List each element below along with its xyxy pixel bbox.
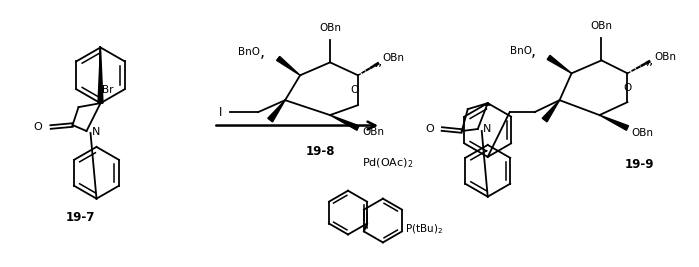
Text: 19-8: 19-8 xyxy=(305,146,335,158)
Text: O: O xyxy=(624,83,632,93)
Text: 19-9: 19-9 xyxy=(625,158,654,171)
Text: O: O xyxy=(425,124,434,134)
Polygon shape xyxy=(600,115,628,130)
Polygon shape xyxy=(330,115,359,130)
Text: ,,: ,, xyxy=(645,55,654,68)
Text: N: N xyxy=(92,127,100,137)
Text: OBn: OBn xyxy=(382,53,404,63)
Text: OBn: OBn xyxy=(591,21,612,30)
Polygon shape xyxy=(542,100,560,122)
Text: N: N xyxy=(483,124,491,134)
Text: Pd(OAc)$_2$: Pd(OAc)$_2$ xyxy=(362,156,414,170)
Text: O: O xyxy=(351,85,359,95)
Text: O: O xyxy=(34,122,43,132)
Text: OBn: OBn xyxy=(362,127,384,137)
Text: BnO: BnO xyxy=(510,46,532,56)
Text: OBn: OBn xyxy=(319,22,341,33)
Text: OBn: OBn xyxy=(631,128,654,138)
Text: 19-7: 19-7 xyxy=(66,211,95,224)
Text: Br: Br xyxy=(103,85,114,95)
Text: ,: , xyxy=(260,45,266,60)
Polygon shape xyxy=(277,56,300,75)
Polygon shape xyxy=(268,100,285,122)
Polygon shape xyxy=(485,103,490,105)
Polygon shape xyxy=(98,48,103,103)
Polygon shape xyxy=(547,55,572,73)
Text: BnO: BnO xyxy=(238,48,260,57)
Text: OBn: OBn xyxy=(654,52,677,62)
Text: P(tBu)$_2$: P(tBu)$_2$ xyxy=(405,223,443,236)
Text: ,,: ,, xyxy=(374,56,382,69)
Text: I: I xyxy=(219,106,222,119)
Text: ,: , xyxy=(531,44,535,59)
